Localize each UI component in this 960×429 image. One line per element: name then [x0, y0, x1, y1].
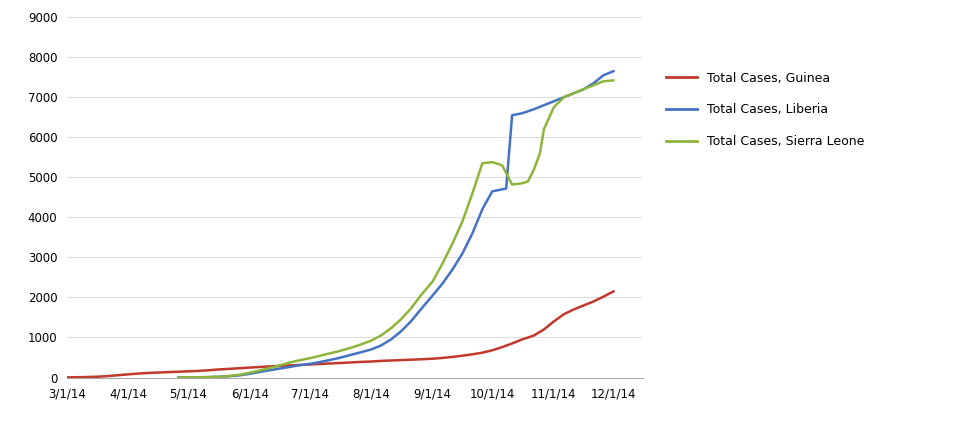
- Text: CENTERS FOR DISEASE
CONTROL AND PREVENTION: CENTERS FOR DISEASE CONTROL AND PREVENTI…: [823, 381, 896, 392]
- Legend: Total Cases, Guinea, Total Cases, Liberia, Total Cases, Sierra Leone: Total Cases, Guinea, Total Cases, Liberi…: [661, 66, 870, 153]
- Text: CDC: CDC: [835, 323, 883, 343]
